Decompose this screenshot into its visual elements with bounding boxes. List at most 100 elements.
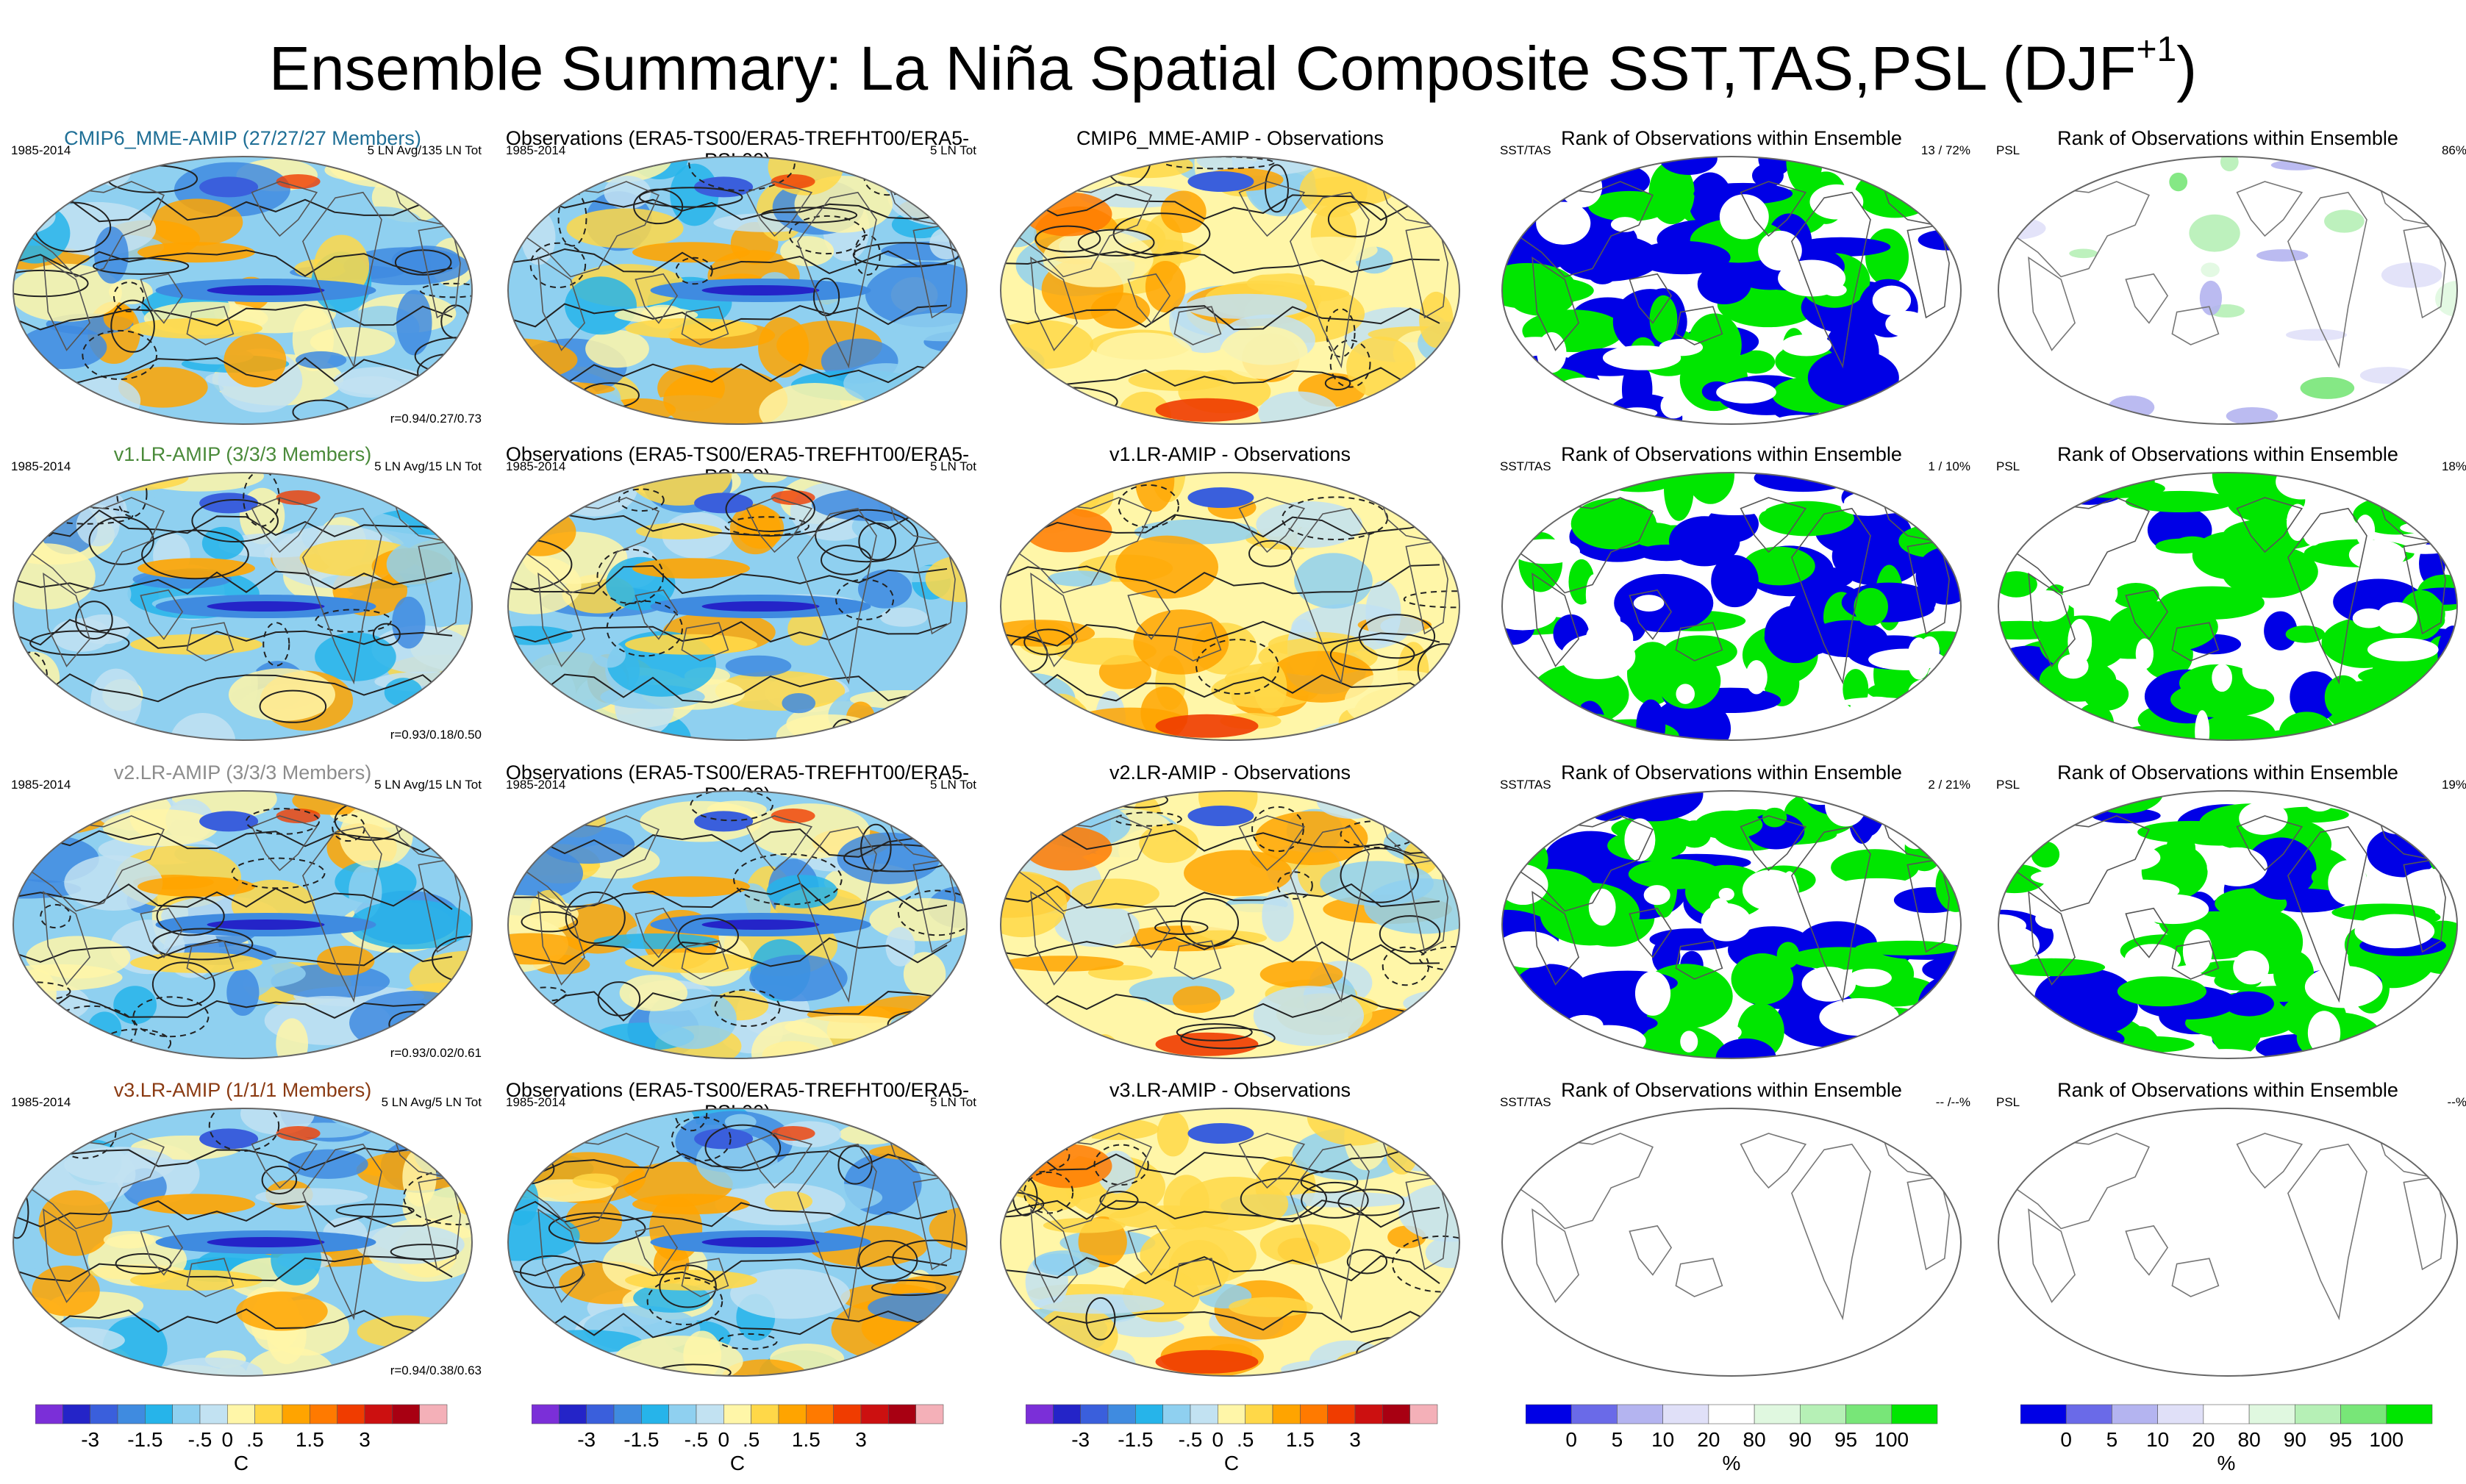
rank-sst-map (1501, 472, 1962, 741)
colorbar-tick-label: 5 (1611, 1428, 1623, 1451)
sst-tas-label: SST/TAS (1500, 778, 1551, 792)
rank-psl-panel-title: Rank of Observations within Ensemble (2057, 443, 2398, 465)
ln-count-label: 5 LN Avg/135 LN Tot (367, 143, 482, 157)
rank-psl-map (1998, 472, 2458, 741)
obs-map (507, 1108, 968, 1377)
colorbar-swatch (282, 1404, 310, 1424)
colorbar-swatch (696, 1404, 724, 1424)
colorbar-tick-label: 0 (1212, 1428, 1224, 1451)
colorbar-swatch (35, 1404, 63, 1424)
colorbar (35, 1404, 448, 1424)
colorbar-unit: % (2217, 1452, 2236, 1474)
colorbar-tick-label: 90 (2283, 1428, 2306, 1451)
colorbar-swatch (1135, 1404, 1163, 1424)
colorbar-tick-label: .5 (1236, 1428, 1254, 1451)
sst-tas-label: SST/TAS (1500, 1095, 1551, 1109)
diff-map (1000, 790, 1460, 1059)
colorbar-swatch (254, 1404, 283, 1424)
psl-label: PSL (1996, 459, 2020, 473)
rank-psl-value: 18% (2441, 459, 2466, 473)
diff-panel-title: v2.LR-AMIP - Observations (1109, 761, 1351, 784)
colorbar-swatch (2248, 1404, 2295, 1424)
colorbar-tick-label: -3 (1071, 1428, 1090, 1451)
colorbar-tick-label: -3 (81, 1428, 100, 1451)
colorbar-tick-label: 10 (2146, 1428, 2170, 1451)
colorbar-tick-label: 20 (1697, 1428, 1720, 1451)
diff-map (1000, 1108, 1460, 1377)
obs-ln-label: 5 LN Tot (929, 143, 976, 157)
colorbar-swatch (62, 1404, 90, 1424)
period-label: 1985-2014 (11, 1095, 71, 1109)
colorbar-tick-label: 0 (2060, 1428, 2072, 1451)
rank-sst-panel-title: Rank of Observations within Ensemble (1561, 761, 1902, 784)
colorbar (2020, 1404, 2433, 1424)
colorbar-swatch (1708, 1404, 1755, 1424)
colorbar-tick-label: -.5 (187, 1428, 212, 1451)
diff-panel-title: v1.LR-AMIP - Observations (1109, 443, 1351, 465)
colorbar-tick-label: 1.5 (295, 1428, 324, 1451)
colorbar-swatch (1617, 1404, 1663, 1424)
colorbar-swatch (2157, 1404, 2204, 1424)
colorbar-tick-label: 0 (1565, 1428, 1577, 1451)
colorbar-swatch (1354, 1404, 1383, 1424)
colorbar (1026, 1404, 1438, 1424)
colorbar-swatch (668, 1404, 697, 1424)
sst-tas-label: SST/TAS (1500, 143, 1551, 157)
period-label: 1985-2014 (506, 778, 566, 792)
colorbar-tick-label: .5 (246, 1428, 264, 1451)
model-map (12, 156, 473, 425)
colorbar-tick-label: 1.5 (1285, 1428, 1315, 1451)
obs-ln-label: 5 LN Tot (929, 778, 976, 792)
colorbar-swatch (1800, 1404, 1846, 1424)
model-map (12, 790, 473, 1059)
rank-psl-map (1998, 1108, 2458, 1377)
period-label: 1985-2014 (11, 143, 71, 157)
period-label: 1985-2014 (11, 778, 71, 792)
colorbar-swatch (778, 1404, 807, 1424)
colorbar-tick-label: 95 (2329, 1428, 2353, 1451)
colorbar-swatch (2020, 1404, 2067, 1424)
colorbar-tick-label: -1.5 (127, 1428, 163, 1451)
colorbar-tick-label: 5 (2106, 1428, 2118, 1451)
colorbar-swatch (1570, 1404, 1618, 1424)
colorbar-tick-label: 3 (1349, 1428, 1361, 1451)
colorbar-swatch (2386, 1404, 2433, 1424)
colorbar-swatch (392, 1404, 420, 1424)
colorbar-swatch (532, 1404, 560, 1424)
colorbar-swatch (641, 1404, 669, 1424)
period-label: 1985-2014 (11, 459, 71, 473)
rank-psl-map (1998, 156, 2458, 425)
rank-sst-value: 13 / 72% (1920, 143, 1970, 157)
rank-sst-map (1501, 156, 1962, 425)
colorbar-tick-label: -.5 (684, 1428, 709, 1451)
colorbar-swatch (1026, 1404, 1054, 1424)
obs-panel-title: Observations (ERA5-TS00/ERA5-TREFHT00/ER… (505, 127, 970, 171)
colorbar-swatch (586, 1404, 615, 1424)
colorbar-tick-label: 100 (1874, 1428, 1909, 1451)
colorbar-swatch (1754, 1404, 1801, 1424)
psl-label: PSL (1996, 1095, 2020, 1109)
psl-label: PSL (1996, 778, 2020, 792)
sst-tas-label: SST/TAS (1500, 459, 1551, 473)
colorbar-tick-label: 0 (718, 1428, 730, 1451)
obs-map (507, 156, 968, 425)
ln-count-label: 5 LN Avg/15 LN Tot (374, 459, 482, 473)
rank-psl-panel-title: Rank of Observations within Ensemble (2057, 127, 2398, 149)
colorbar-swatch (419, 1404, 448, 1424)
colorbar-swatch (1382, 1404, 1410, 1424)
colorbar-tick-label: .5 (742, 1428, 760, 1451)
colorbar-tick-label: 20 (2192, 1428, 2215, 1451)
colorbar-tick-label: 80 (1743, 1428, 1766, 1451)
colorbar-swatch (1245, 1404, 1273, 1424)
obs-map (507, 472, 968, 741)
diff-panel-title: v3.LR-AMIP - Observations (1109, 1079, 1351, 1101)
colorbar-swatch (1107, 1404, 1136, 1424)
colorbar-unit: % (1722, 1452, 1741, 1474)
colorbar-swatch (2295, 1404, 2341, 1424)
colorbar-swatch (559, 1404, 587, 1424)
colorbar-swatch (1218, 1404, 1245, 1424)
model-panel-title: v2.LR-AMIP (3/3/3 Members) (113, 761, 372, 784)
correlation-label: r=0.94/0.27/0.73 (390, 412, 482, 426)
colorbar (1526, 1404, 1938, 1424)
colorbar-swatch (2203, 1404, 2250, 1424)
